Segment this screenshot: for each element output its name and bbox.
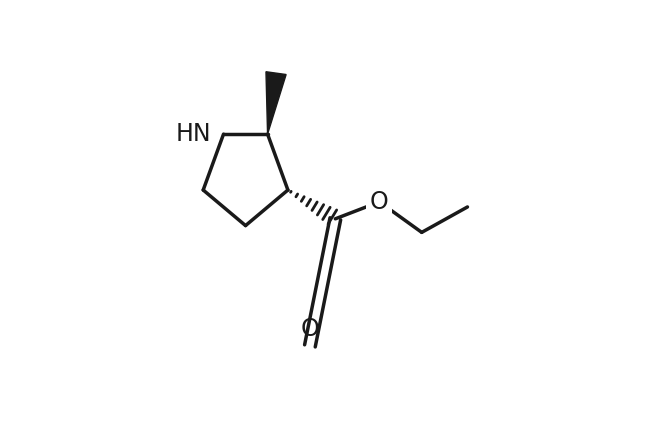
Text: O: O	[301, 317, 319, 341]
Text: O: O	[370, 190, 389, 214]
Text: HN: HN	[176, 122, 212, 146]
Polygon shape	[266, 72, 286, 134]
